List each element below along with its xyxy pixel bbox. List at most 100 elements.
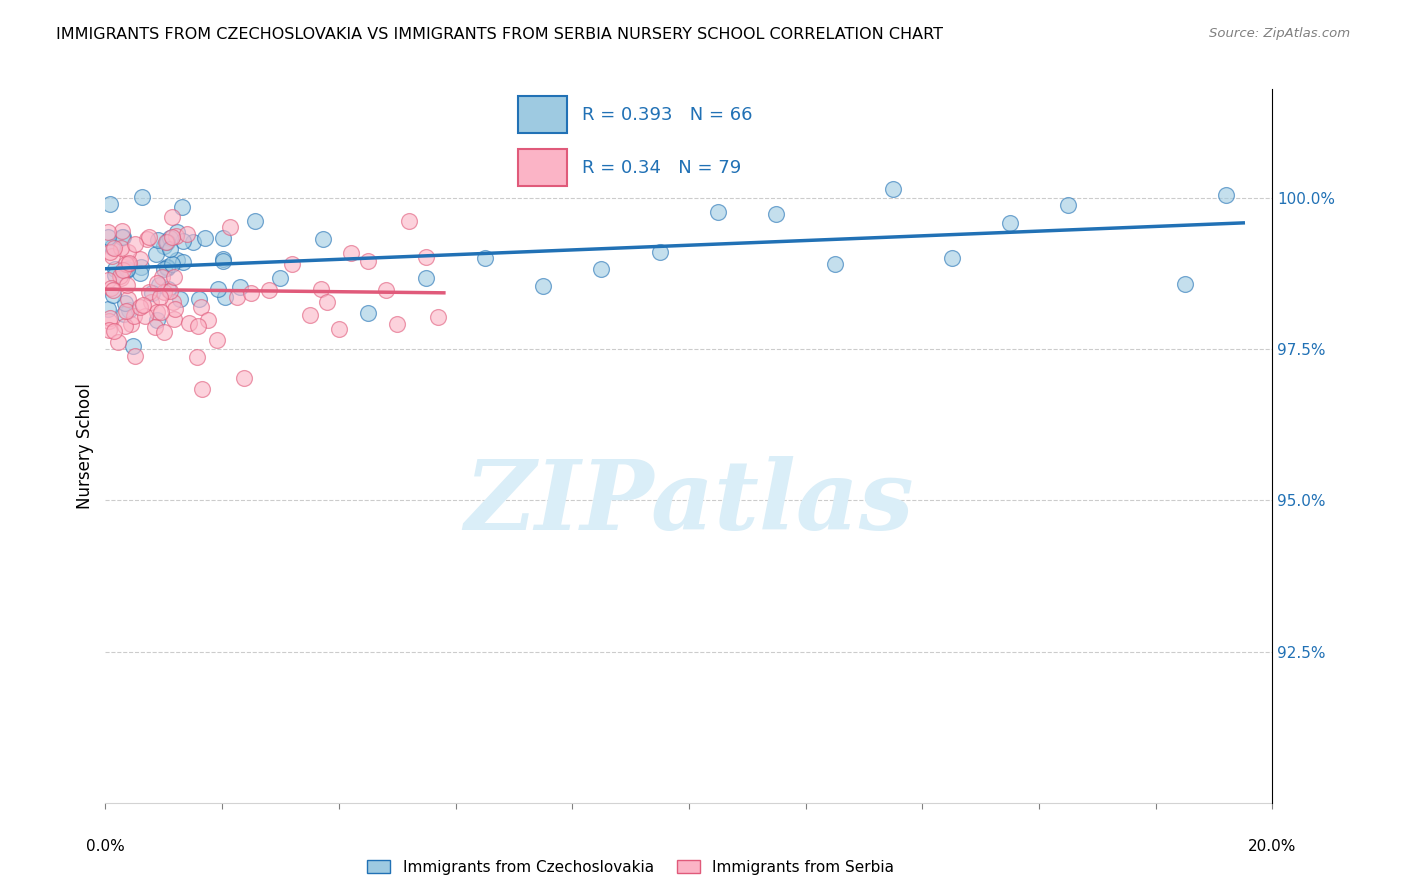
- Point: [115, 263, 138, 277]
- Point: [212, 231, 235, 245]
- Point: [179, 316, 201, 330]
- Point: [162, 294, 184, 309]
- Point: [1215, 188, 1237, 202]
- Point: [124, 349, 146, 363]
- Point: [240, 285, 263, 300]
- Point: [166, 225, 188, 239]
- Point: [205, 333, 228, 347]
- Point: [197, 312, 219, 326]
- Point: [128, 300, 150, 314]
- Point: [145, 247, 167, 261]
- Point: [97, 226, 120, 240]
- Text: R = 0.34   N = 79: R = 0.34 N = 79: [582, 160, 741, 178]
- Point: [415, 270, 437, 285]
- Point: [115, 278, 138, 293]
- Point: [212, 254, 235, 268]
- Point: [124, 237, 146, 252]
- Point: [115, 303, 138, 318]
- Point: [103, 240, 125, 254]
- Point: [328, 321, 350, 335]
- Text: 20.0%: 20.0%: [1249, 839, 1296, 854]
- Point: [229, 280, 252, 294]
- Point: [97, 323, 120, 337]
- FancyBboxPatch shape: [517, 148, 567, 186]
- Point: [172, 254, 194, 268]
- Point: [150, 269, 173, 284]
- Point: [882, 182, 904, 196]
- Point: [131, 260, 153, 274]
- Point: [998, 216, 1021, 230]
- Legend: Immigrants from Czechoslovakia, Immigrants from Serbia: Immigrants from Czechoslovakia, Immigran…: [361, 854, 900, 880]
- Point: [136, 232, 159, 246]
- Point: [146, 313, 169, 327]
- Point: [311, 282, 333, 296]
- Point: [163, 269, 186, 284]
- Point: [114, 263, 136, 277]
- Point: [191, 382, 214, 396]
- Point: [139, 294, 162, 309]
- Point: [160, 230, 183, 244]
- Point: [114, 319, 136, 334]
- Point: [312, 232, 335, 246]
- Point: [112, 262, 135, 277]
- Point: [111, 229, 134, 244]
- Point: [153, 262, 176, 277]
- Point: [153, 285, 176, 300]
- Point: [186, 350, 208, 364]
- Point: [97, 230, 120, 244]
- Point: [316, 295, 339, 310]
- Point: [128, 266, 150, 280]
- Point: [98, 244, 121, 259]
- Point: [152, 326, 174, 340]
- Point: [101, 288, 124, 302]
- Y-axis label: Nursery School: Nursery School: [76, 383, 94, 509]
- Point: [128, 252, 150, 266]
- Point: [165, 229, 187, 244]
- Point: [117, 245, 139, 260]
- Point: [1057, 198, 1080, 212]
- Point: [148, 278, 170, 293]
- Point: [155, 260, 177, 274]
- Point: [98, 311, 121, 326]
- Point: [115, 257, 138, 271]
- Point: [163, 312, 186, 326]
- Point: [474, 251, 496, 265]
- Point: [107, 334, 129, 349]
- Point: [110, 270, 132, 285]
- Point: [159, 231, 181, 245]
- Point: [138, 230, 160, 244]
- Text: R = 0.393   N = 66: R = 0.393 N = 66: [582, 106, 752, 124]
- Point: [100, 281, 122, 295]
- Point: [101, 248, 124, 262]
- Point: [374, 283, 396, 297]
- Point: [149, 289, 172, 303]
- Point: [194, 231, 217, 245]
- Point: [398, 214, 420, 228]
- Point: [153, 239, 176, 253]
- Point: [176, 227, 198, 242]
- Point: [211, 252, 233, 266]
- Point: [143, 319, 166, 334]
- Point: [765, 207, 787, 221]
- Point: [138, 285, 160, 300]
- Point: [531, 278, 554, 293]
- Point: [117, 292, 139, 306]
- Point: [357, 254, 380, 268]
- Point: [245, 214, 267, 228]
- Point: [111, 224, 134, 238]
- Point: [118, 303, 141, 318]
- Point: [101, 240, 124, 254]
- Point: [190, 300, 212, 314]
- Point: [117, 261, 139, 276]
- Point: [121, 339, 143, 353]
- Point: [157, 282, 180, 296]
- Point: [98, 197, 121, 211]
- Point: [941, 251, 963, 265]
- Point: [169, 292, 191, 306]
- Point: [156, 260, 179, 275]
- Point: [97, 301, 120, 316]
- Point: [132, 298, 155, 312]
- Point: [214, 290, 236, 304]
- Point: [824, 257, 846, 271]
- Point: [257, 283, 280, 297]
